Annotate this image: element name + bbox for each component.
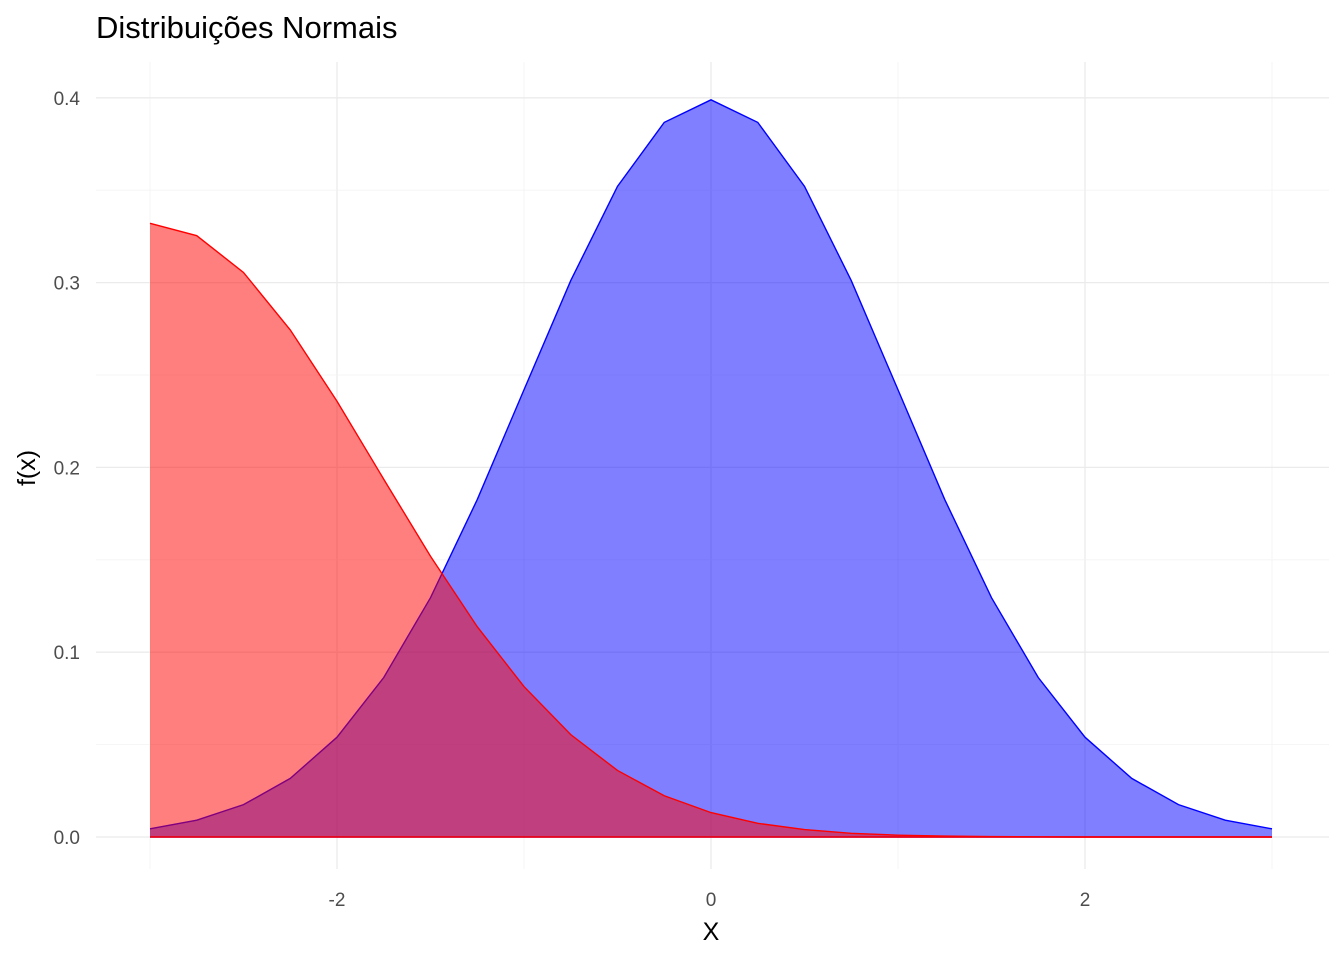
y-axis-title: f(x) xyxy=(13,450,41,486)
area-fill-series-2 xyxy=(150,223,1272,837)
x-tick-label: 2 xyxy=(1080,890,1091,911)
x-tick-label: 0 xyxy=(706,890,717,911)
y-tick-label: 0.1 xyxy=(54,643,80,664)
chart-title: Distribuições Normais xyxy=(96,10,398,45)
x-axis-title: X xyxy=(703,918,720,946)
tick-labels: -2 0 2 0.0 0.1 0.2 0.3 0.4 xyxy=(54,89,1091,911)
y-tick-label: 0.3 xyxy=(54,274,80,295)
area-series xyxy=(149,99,1273,838)
y-tick-label: 0.0 xyxy=(54,828,80,849)
y-tick-label: 0.2 xyxy=(54,458,80,479)
x-tick-label: -2 xyxy=(329,890,346,911)
y-tick-label: 0.4 xyxy=(54,89,81,110)
